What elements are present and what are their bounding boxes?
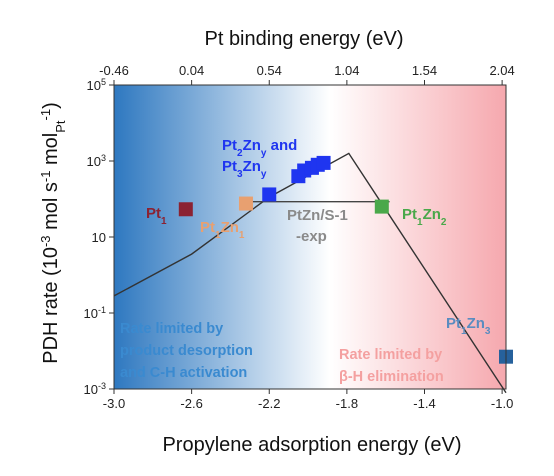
label-ptzn-exp-2: -exp xyxy=(296,228,327,245)
label-pt1-base: Pt xyxy=(146,205,161,222)
y-axis-title-close: ) xyxy=(40,102,62,109)
label-pt1zn2-a: Pt xyxy=(402,206,417,223)
top-axis-title: Pt binding energy (eV) xyxy=(204,28,403,50)
label-pt2zny-b: Zn xyxy=(243,137,261,154)
label-pt2zny-c: and xyxy=(266,137,297,154)
label-pt3zny-a: Pt xyxy=(222,158,237,175)
label-pt1zn1-s2: 1 xyxy=(239,230,245,241)
x2-tick-label: -0.46 xyxy=(99,63,129,78)
y-axis-title-exp2: -1 xyxy=(38,171,53,183)
y-axis-title-exp3: -1 xyxy=(38,109,53,121)
annotation-left-2: product desorption xyxy=(120,343,253,359)
plot-background xyxy=(114,85,506,389)
label-pt1zn3-b: Zn xyxy=(467,315,485,332)
label-pt2zny: Pt2Zny and xyxy=(222,137,297,159)
label-pt1zn1: Pt1Zn1 xyxy=(200,219,245,241)
label-pt1zn3: Pt1Zn3 xyxy=(446,315,491,337)
x2-tick-label: 0.04 xyxy=(179,63,204,78)
label-pt3zny: Pt3Zny xyxy=(222,158,267,180)
label-pt1zn1-b: Zn xyxy=(221,219,239,236)
y-tick-label: 103 xyxy=(87,153,106,169)
y-tick-label: 10-3 xyxy=(84,381,106,397)
x2-tick-label: 0.54 xyxy=(257,63,282,78)
annotation-left-3: and C-H activation xyxy=(120,365,247,381)
label-pt1zn2-b: Zn xyxy=(423,206,441,223)
label-pt1zn2-s1: 1 xyxy=(417,217,423,228)
y-axis-title: PDH rate (10-3 mol s-1 molPt-1) xyxy=(38,102,68,364)
label-pt1zn1-a: Pt xyxy=(200,219,215,236)
x-tick-label: -3.0 xyxy=(103,396,125,411)
marker-pt2zny-and-pt3zny xyxy=(316,155,331,170)
marker-pt1zn2 xyxy=(374,199,389,214)
x2-tick-label: 1.54 xyxy=(412,63,437,78)
label-pt1zn1-s1: 1 xyxy=(215,230,221,241)
label-pt2zny-s2: y xyxy=(261,148,267,159)
label-pt1zn3-s2: 3 xyxy=(485,326,491,337)
y-axis-title-exp1: -3 xyxy=(38,235,53,247)
label-pt3zny-s2: y xyxy=(261,169,267,180)
y-axis-title-sub: Pt xyxy=(53,120,68,133)
label-pt1: Pt1 xyxy=(146,205,167,227)
label-pt1-sub: 1 xyxy=(161,216,167,227)
marker-pt1zn1 xyxy=(238,196,253,211)
y-axis-title-mid: mol s xyxy=(40,182,62,235)
label-pt3zny-b: Zn xyxy=(243,158,261,175)
label-pt3zny-s1: 3 xyxy=(237,169,243,180)
annotation-right-2: β-H elimination xyxy=(339,369,444,385)
x-tick-label: -2.2 xyxy=(258,396,280,411)
y-axis-title-mid2: mol xyxy=(40,133,62,171)
label-pt2zny-a: Pt xyxy=(222,137,237,154)
label-pt1zn2-s2: 2 xyxy=(441,217,447,228)
label-pt1zn2: Pt1Zn2 xyxy=(402,206,447,228)
y-tick-label: 10 xyxy=(92,230,106,245)
x-tick-label: -1.4 xyxy=(413,396,435,411)
x2-tick-label: 1.04 xyxy=(334,63,359,78)
x2-tick-label: 2.04 xyxy=(489,63,514,78)
x-tick-label: -1.0 xyxy=(491,396,513,411)
label-pt1zn3-s1: 1 xyxy=(461,326,467,337)
x-tick-label: -2.6 xyxy=(180,396,202,411)
marker-pt1 xyxy=(178,202,193,217)
label-ptzn-exp-1: PtZn/S-1 xyxy=(287,207,348,224)
x-axis-title: Propylene adsorption energy (eV) xyxy=(162,434,461,456)
annotation-left-1: Rate limited by xyxy=(120,321,223,337)
label-pt2zny-s1: 2 xyxy=(237,148,243,159)
y-tick-label: 105 xyxy=(87,77,106,93)
y-axis-title-main: PDH rate (10 xyxy=(40,247,62,364)
x-tick-label: -1.8 xyxy=(336,396,358,411)
label-pt1zn3-a: Pt xyxy=(446,315,461,332)
annotation-right-1: Rate limited by xyxy=(339,347,442,363)
y-tick-label: 10-1 xyxy=(84,305,106,321)
marker-pt2zny-and-pt3zny xyxy=(262,187,277,202)
